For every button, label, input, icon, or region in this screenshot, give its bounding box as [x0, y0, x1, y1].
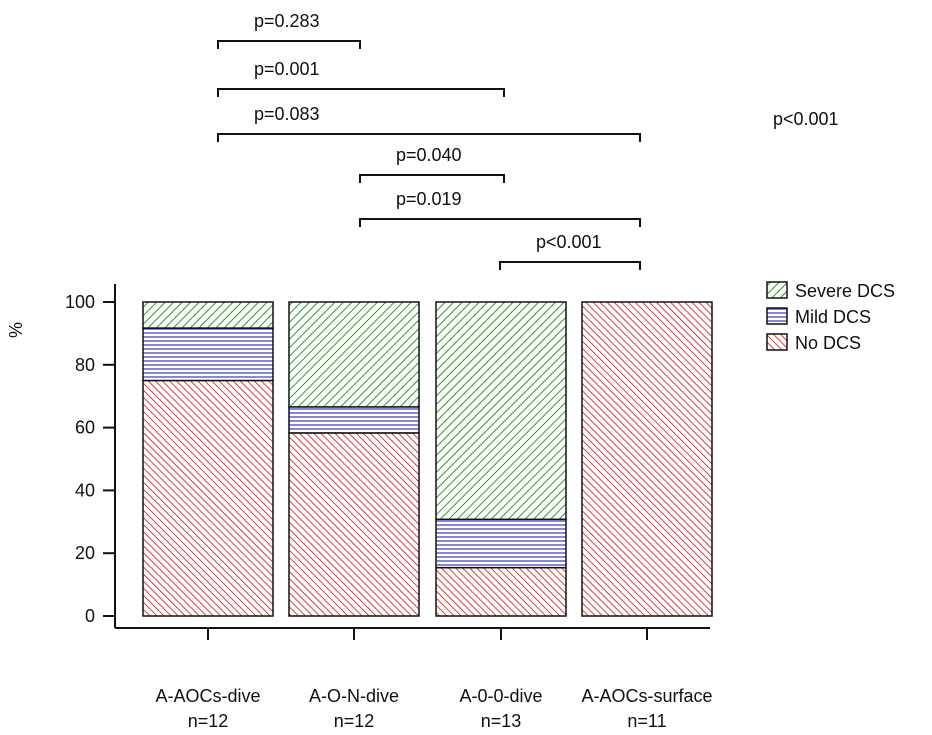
x-tick-label: A-0-0-dive — [459, 686, 542, 706]
legend-item: No DCS — [766, 333, 861, 353]
bar-group-A-O-N-dive — [288, 301, 420, 617]
y-tick-label: 100 — [65, 292, 95, 312]
x-tick-sample-size: n=11 — [627, 711, 666, 731]
y-tick-label: 60 — [75, 418, 95, 438]
bar-segment-mild-dcs — [288, 406, 420, 434]
comparison-p-value: p=0.083 — [254, 104, 320, 124]
bar-segment-mild-dcs — [435, 518, 567, 569]
comparison-bracket: p=0.019 — [359, 189, 641, 227]
comparison-p-value: p=0.019 — [396, 189, 462, 209]
bar-segment-severe-dcs — [288, 301, 420, 408]
overall-p-value: p<0.001 — [773, 109, 839, 129]
legend-label: Mild DCS — [795, 307, 871, 327]
comparison-p-value: p=0.001 — [254, 59, 320, 79]
legend: Severe DCS Mild DCS No DCS — [766, 281, 895, 353]
bar-group-A-AOCs-dive — [142, 301, 274, 617]
x-tick-label: A-O-N-dive — [309, 686, 399, 706]
x-tick-sample-size: n=12 — [334, 711, 375, 731]
x-tick-sample-size: n=13 — [481, 711, 522, 731]
legend-item: Mild DCS — [766, 307, 871, 327]
y-tick-label: 0 — [85, 606, 95, 626]
x-tick-label: A-AOCs-surface — [581, 686, 712, 706]
comparison-bracket: p<0.001 — [499, 232, 641, 270]
legend-item: Severe DCS — [766, 281, 895, 301]
bar-segment-no-dcs — [581, 301, 713, 617]
legend-swatch — [766, 281, 788, 299]
x-tick-label: A-AOCs-dive — [155, 686, 260, 706]
y-tick-label: 40 — [75, 480, 95, 500]
comparison-bracket: p=0.083 — [217, 104, 641, 142]
bar-segment-severe-dcs — [435, 301, 567, 521]
legend-swatch — [766, 333, 788, 351]
y-tick-label: 80 — [75, 355, 95, 375]
bar-segment-mild-dcs — [142, 327, 274, 382]
comparison-bracket: p=0.001 — [217, 59, 505, 97]
comparison-p-value: p<0.001 — [536, 232, 602, 252]
bar-segment-severe-dcs — [142, 301, 274, 329]
bar-group-A-0-0-dive — [435, 301, 567, 617]
legend-swatch — [766, 307, 788, 325]
y-axis-label: % — [6, 322, 26, 338]
x-tick-labels: A-AOCs-dive n=12 A-O-N-dive n=12 A-0-0-dive n… — [155, 628, 713, 731]
comparison-p-value: p=0.040 — [396, 145, 462, 165]
legend-label: Severe DCS — [795, 281, 895, 301]
comparison-brackets: p=0.283 p=0.001 p=0.083 p=0.040 p=0.019 p<0.0… — [217, 11, 641, 270]
x-tick-sample-size: n=12 — [188, 711, 229, 731]
y-tick-label: 20 — [75, 543, 95, 563]
bar-segment-no-dcs — [142, 379, 274, 617]
legend-label: No DCS — [795, 333, 861, 353]
bars — [142, 301, 713, 617]
bar-segment-no-dcs — [288, 432, 420, 617]
bar-segment-no-dcs — [435, 566, 567, 617]
bar-group-A-AOCs-surface — [581, 301, 713, 617]
y-tick-labels: 0 20 40 60 80 100 — [65, 292, 115, 626]
comparison-bracket: p=0.283 — [217, 11, 361, 49]
comparison-p-value: p=0.283 — [254, 11, 320, 31]
comparison-bracket: p=0.040 — [359, 145, 505, 183]
